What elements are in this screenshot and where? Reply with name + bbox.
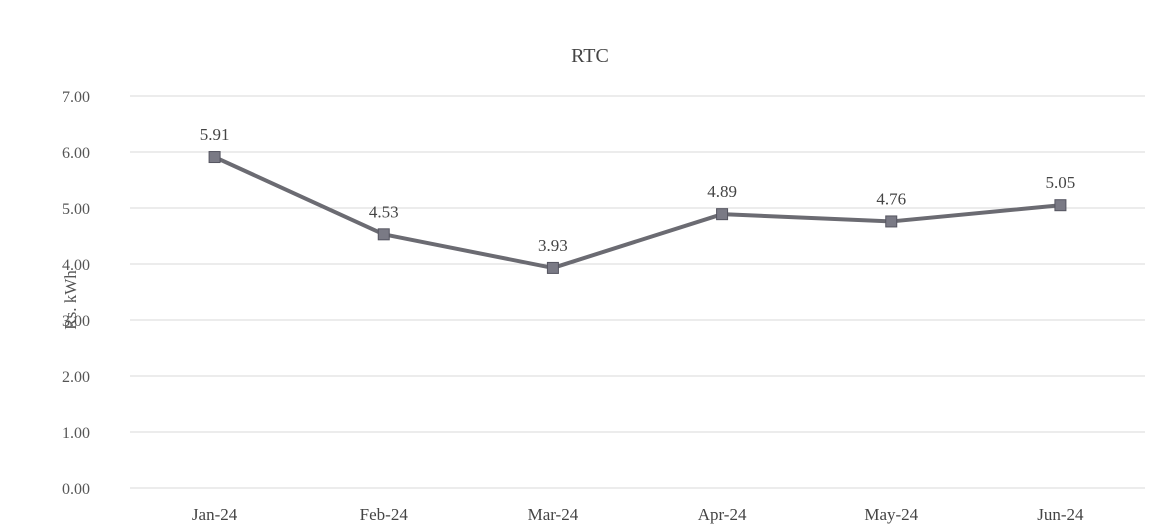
y-tick-label: 4.00	[62, 257, 90, 274]
x-tick-label: Feb-24	[360, 505, 409, 524]
y-tick-label: 2.00	[62, 369, 90, 386]
y-axis-label: Rs. kWh	[61, 270, 80, 330]
chart-title: RTC	[571, 45, 609, 67]
data-label: 4.53	[369, 202, 399, 221]
series-line-segment	[381, 232, 555, 270]
data-label: 4.76	[876, 189, 906, 208]
x-axis-ticks: Jan-24 Feb-24 Mar-24 Apr-24 May-24 Jun-24	[192, 505, 1084, 524]
data-point-marker	[1054, 199, 1067, 212]
data-point-marker	[546, 261, 559, 274]
y-tick-label: 3.00	[62, 313, 90, 330]
y-tick-label: 0.00	[62, 481, 90, 498]
y-axis-ticks: 0.00 1.00 2.00 3.00 4.00 5.00 6.00 7.00	[62, 89, 90, 498]
x-tick-label: May-24	[864, 505, 918, 524]
data-label: 3.93	[538, 236, 568, 255]
y-tick-label: 5.00	[62, 201, 90, 218]
x-tick-label: Apr-24	[698, 505, 747, 524]
data-label: 4.89	[707, 182, 737, 201]
data-labels: 5.91 4.53 3.93 4.89 4.76 5.05	[200, 125, 1076, 255]
data-label: 5.05	[1046, 173, 1076, 192]
x-tick-label: Jun-24	[1037, 505, 1084, 524]
series-line-segment	[550, 212, 725, 270]
x-tick-label: Mar-24	[528, 505, 579, 524]
series-line-segment	[889, 203, 1063, 224]
data-point-marker	[716, 208, 729, 221]
gridlines	[130, 95, 1145, 489]
y-tick-label: 7.00	[62, 89, 90, 106]
series-line-segment	[212, 155, 386, 237]
series-markers	[208, 151, 1067, 274]
series-line-group	[212, 155, 1063, 270]
data-point-marker	[377, 228, 390, 241]
series-line-segment	[720, 212, 894, 224]
y-tick-label: 1.00	[62, 425, 90, 442]
x-tick-label: Jan-24	[192, 505, 238, 524]
data-point-marker	[885, 215, 898, 228]
data-point-marker	[208, 151, 221, 164]
data-label: 5.91	[200, 125, 230, 144]
y-tick-label: 6.00	[62, 145, 90, 162]
